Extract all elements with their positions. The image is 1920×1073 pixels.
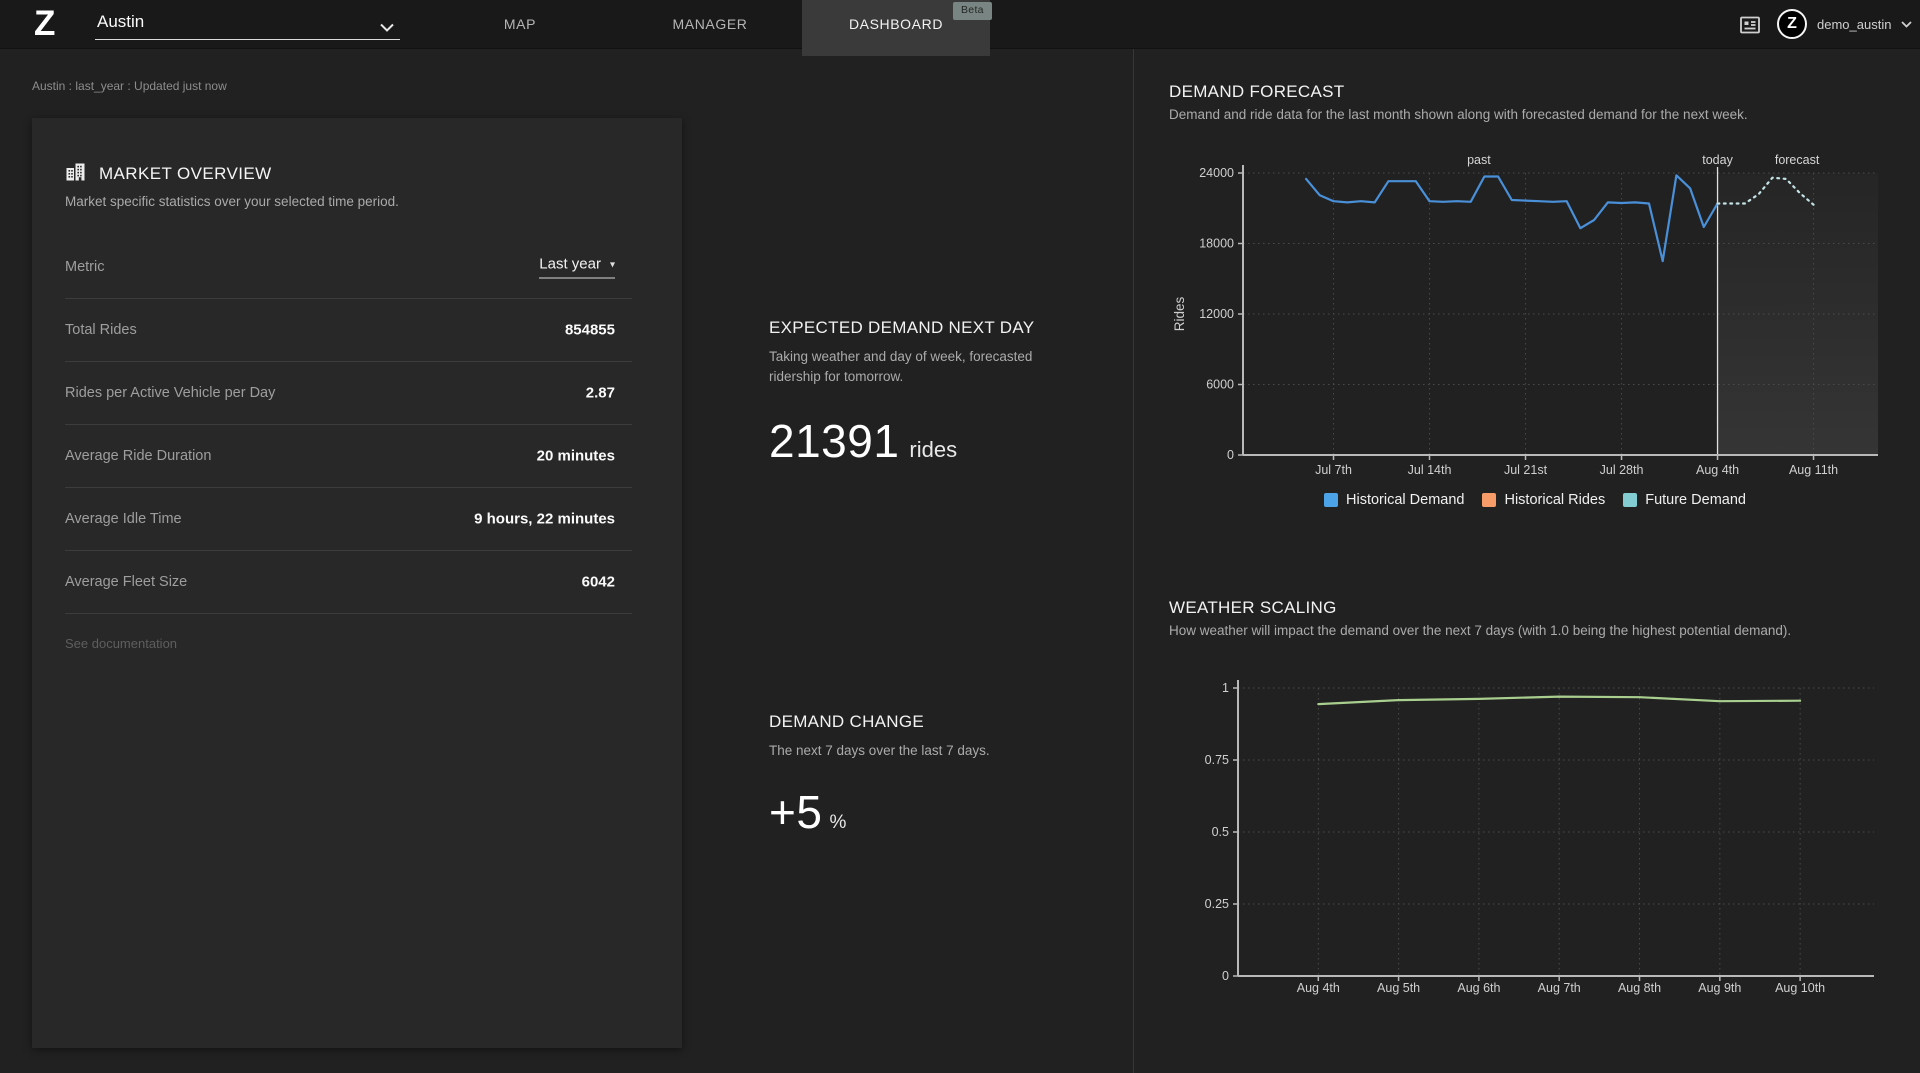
market-select[interactable]: Austin <box>95 10 400 40</box>
see-documentation-link[interactable]: See documentation <box>65 636 178 651</box>
svg-text:0.75: 0.75 <box>1205 753 1229 767</box>
market-overview-header: MARKET OVERVIEW <box>65 162 272 186</box>
row-value: 6042 <box>581 573 615 591</box>
legend-label: Future Demand <box>1645 492 1746 508</box>
demand-change-value: +5 <box>769 786 823 839</box>
topbar: Z Austin MAP MANAGER DASHBOARD Beta Z de… <box>0 0 1920 56</box>
tab-manager[interactable]: MANAGER <box>672 16 748 32</box>
legend-label: Historical Demand <box>1346 492 1465 508</box>
legend-swatch <box>1623 493 1638 507</box>
svg-text:Aug 5th: Aug 5th <box>1377 981 1420 995</box>
demand-forecast-chart[interactable]: 0 6000 12000 18000 24000 Jul 7th Jul 14th Jul 2… <box>1160 140 1910 488</box>
demand-change-subtitle: The next 7 days over the last 7 days. <box>769 743 990 758</box>
row-label: Rides per Active Vehicle per Day <box>65 385 276 401</box>
row-label: Average Fleet Size <box>65 574 188 590</box>
expected-demand-unit: rides <box>909 436 958 462</box>
card-subtitle: Market specific statistics over your sel… <box>65 194 399 209</box>
legend-swatch <box>1324 493 1339 507</box>
chevron-down-icon <box>380 19 394 37</box>
weather-scaling-subtitle: How weather will impact the demand over … <box>1169 623 1792 638</box>
expected-demand-value: 21391 <box>769 414 900 467</box>
svg-text:Aug 7th: Aug 7th <box>1538 981 1581 995</box>
user-menu[interactable]: demo_austin <box>1817 16 1912 32</box>
svg-text:Aug 4th: Aug 4th <box>1696 463 1739 477</box>
news-icon[interactable] <box>1738 13 1762 37</box>
table-row: Average Idle Time 9 hours, 22 minutes <box>65 488 632 551</box>
demand-forecast-subtitle: Demand and ride data for the last month … <box>1169 107 1748 122</box>
svg-text:6000: 6000 <box>1206 378 1234 392</box>
time-period-dropdown[interactable]: Last year ▾ <box>539 256 615 279</box>
svg-text:Aug 10th: Aug 10th <box>1775 981 1825 995</box>
row-label: Total Rides <box>65 322 137 338</box>
column-divider <box>1133 49 1134 1073</box>
dropdown-arrow-icon: ▾ <box>609 259 615 271</box>
svg-text:past: past <box>1467 153 1491 167</box>
row-value: 854855 <box>564 321 615 339</box>
tab-map[interactable]: MAP <box>503 16 537 32</box>
card-title: MARKET OVERVIEW <box>99 164 272 183</box>
weather-scaling-title: WEATHER SCALING <box>1169 598 1337 617</box>
svg-text:Aug 11th: Aug 11th <box>1789 463 1838 477</box>
time-period-value: Last year <box>539 255 601 273</box>
tab-dashboard-label: DASHBOARD <box>848 16 944 32</box>
username: demo_austin <box>1817 17 1892 32</box>
market-select-value: Austin <box>97 12 145 31</box>
expected-demand-title: EXPECTED DEMAND NEXT DAY <box>769 318 1035 337</box>
svg-text:Jul 14th: Jul 14th <box>1408 463 1452 477</box>
svg-text:Jul 7th: Jul 7th <box>1315 463 1352 477</box>
legend-item-historical-rides[interactable]: Historical Rides <box>1482 492 1605 508</box>
svg-text:0.5: 0.5 <box>1212 825 1229 839</box>
svg-text:Aug 8th: Aug 8th <box>1618 981 1661 995</box>
row-label: Average Ride Duration <box>65 448 212 464</box>
svg-text:Jul 21st: Jul 21st <box>1504 463 1548 477</box>
expected-demand-block: EXPECTED DEMAND NEXT DAY Taking weather … <box>769 318 1061 468</box>
svg-text:0: 0 <box>1227 448 1234 462</box>
legend-item-future-demand[interactable]: Future Demand <box>1623 492 1746 508</box>
weather-scaling-chart[interactable]: 0 0.25 0.5 0.75 1 Aug 4th Aug 5th Aug 6th Aug 7t… <box>1160 650 1910 1025</box>
row-value: 2.87 <box>585 384 615 402</box>
svg-text:12000: 12000 <box>1199 307 1234 321</box>
beta-badge: Beta <box>953 2 992 20</box>
legend-label: Historical Rides <box>1504 492 1606 508</box>
svg-text:Jul 28th: Jul 28th <box>1600 463 1644 477</box>
row-label: Average Idle Time <box>65 511 182 527</box>
svg-text:24000: 24000 <box>1199 166 1234 180</box>
expected-demand-subtitle: Taking weather and day of week, forecast… <box>769 349 1033 385</box>
row-value: 20 minutes <box>536 447 615 465</box>
demand-change-title: DEMAND CHANGE <box>769 712 925 731</box>
app-logo[interactable]: Z <box>34 4 56 43</box>
svg-text:0: 0 <box>1222 969 1229 983</box>
table-row: Rides per Active Vehicle per Day 2.87 <box>65 362 632 425</box>
legend-swatch <box>1482 493 1497 507</box>
table-row: Total Rides 854855 <box>65 299 632 362</box>
svg-text:1: 1 <box>1222 681 1229 695</box>
svg-text:Aug 4th: Aug 4th <box>1297 981 1340 995</box>
metric-row-label: Metric <box>65 259 105 275</box>
demand-change-unit: % <box>829 812 847 834</box>
table-row: Average Ride Duration 20 minutes <box>65 425 632 488</box>
avatar[interactable]: Z <box>1777 9 1807 39</box>
svg-text:0.25: 0.25 <box>1205 897 1229 911</box>
metrics-table: Metric Last year ▾ Total Rides 854855 Rid… <box>65 236 632 614</box>
svg-text:Rides: Rides <box>1172 296 1187 331</box>
svg-text:Aug 9th: Aug 9th <box>1698 981 1741 995</box>
table-row: Average Fleet Size 6042 <box>65 551 632 614</box>
svg-text:18000: 18000 <box>1199 237 1234 251</box>
row-value: 9 hours, 22 minutes <box>474 510 615 528</box>
metric-selector-row: Metric Last year ▾ <box>65 236 632 299</box>
svg-text:today: today <box>1702 153 1733 167</box>
svg-text:forecast: forecast <box>1775 153 1820 167</box>
chart-legend: Historical Demand Historical Rides Futur… <box>1160 492 1910 508</box>
legend-item-historical-demand[interactable]: Historical Demand <box>1324 492 1464 508</box>
tab-dashboard[interactable]: DASHBOARD Beta <box>802 0 992 56</box>
breadcrumb: Austin : last_year : Updated just now <box>32 79 227 93</box>
chevron-down-icon <box>1901 16 1912 31</box>
demand-forecast-title: DEMAND FORECAST <box>1169 82 1345 101</box>
market-overview-card: MARKET OVERVIEW Market specific statisti… <box>32 118 682 1048</box>
demand-change-block: DEMAND CHANGE The next 7 days over the l… <box>769 712 990 839</box>
svg-text:Aug 6th: Aug 6th <box>1457 981 1500 995</box>
buildings-icon <box>65 161 86 187</box>
